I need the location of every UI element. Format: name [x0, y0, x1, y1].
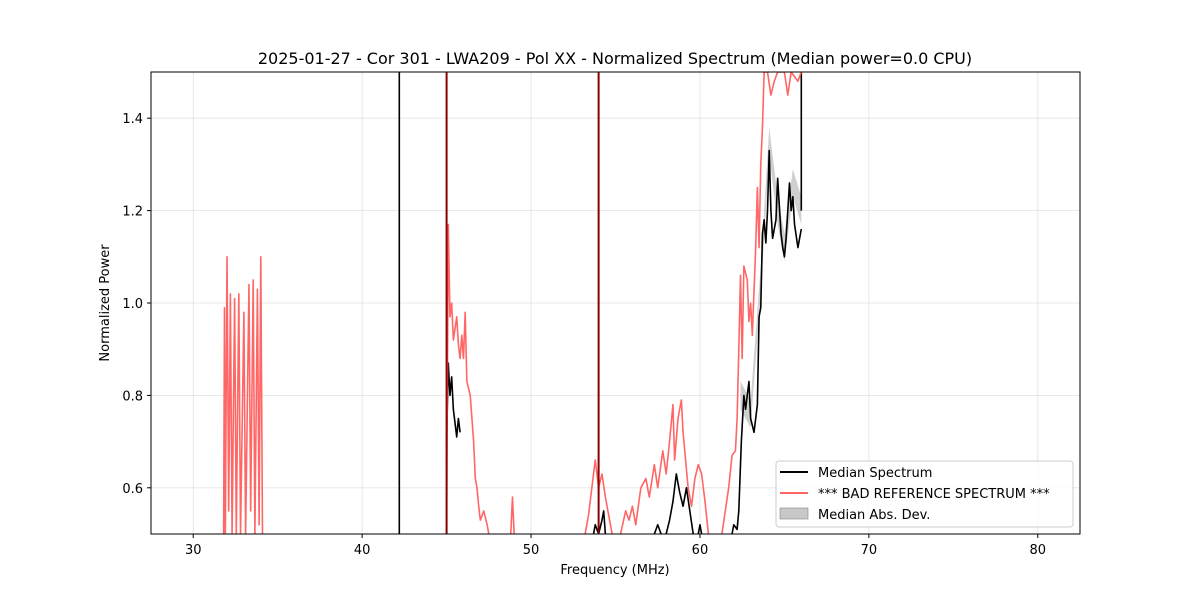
plot-content — [222, 72, 803, 534]
median-spectrum-line — [731, 149, 803, 534]
mad-band — [740, 127, 802, 428]
reference-spectrum-line — [619, 399, 710, 534]
x-tick-label: 30 — [185, 543, 202, 558]
median-spectrum-line — [445, 362, 461, 442]
x-tick-label: 70 — [861, 543, 878, 558]
x-axis-label: Frequency (MHz) — [560, 563, 669, 578]
reference-spectrum-line — [222, 255, 264, 534]
median-spectrum-line — [653, 523, 662, 534]
plot-area: 30 40 50 60 70 80 0.6 0.8 1.0 1.2 1.4 — [122, 71, 1081, 558]
legend-label: Median Abs. Dev. — [818, 508, 930, 523]
reference-spectrum-line — [509, 496, 515, 534]
median-spectrum-line — [697, 523, 703, 534]
reference-spectrum-line — [445, 223, 490, 534]
median-spectrum-line — [665, 473, 694, 534]
y-tick-label: 0.6 — [122, 482, 143, 497]
x-tick-label: 50 — [523, 543, 540, 558]
y-tick-label: 0.8 — [122, 389, 143, 404]
legend-box — [775, 460, 1074, 528]
x-tick-label: 80 — [1029, 543, 1046, 558]
median-spectrum-line — [597, 510, 607, 534]
y-tick-label: 1.2 — [122, 205, 143, 220]
legend-label: Median Spectrum — [818, 466, 932, 481]
legend-swatch-patch — [779, 507, 809, 520]
legend: Median Spectrum *** BAD REFERENCE SPECTRU… — [775, 460, 1074, 528]
legend-label: *** BAD REFERENCE SPECTRUM *** — [818, 487, 1050, 502]
x-tick-label: 60 — [692, 543, 709, 558]
x-tick-label: 40 — [354, 543, 371, 558]
chart-title: 2025-01-27 - Cor 301 - LWA209 - Pol XX -… — [258, 49, 972, 68]
y-tick-label: 1.4 — [122, 112, 143, 127]
reference-spectrum-line — [721, 72, 803, 534]
y-axis-label: Normalized Power — [98, 244, 113, 362]
y-tick-label: 1.0 — [122, 297, 143, 312]
